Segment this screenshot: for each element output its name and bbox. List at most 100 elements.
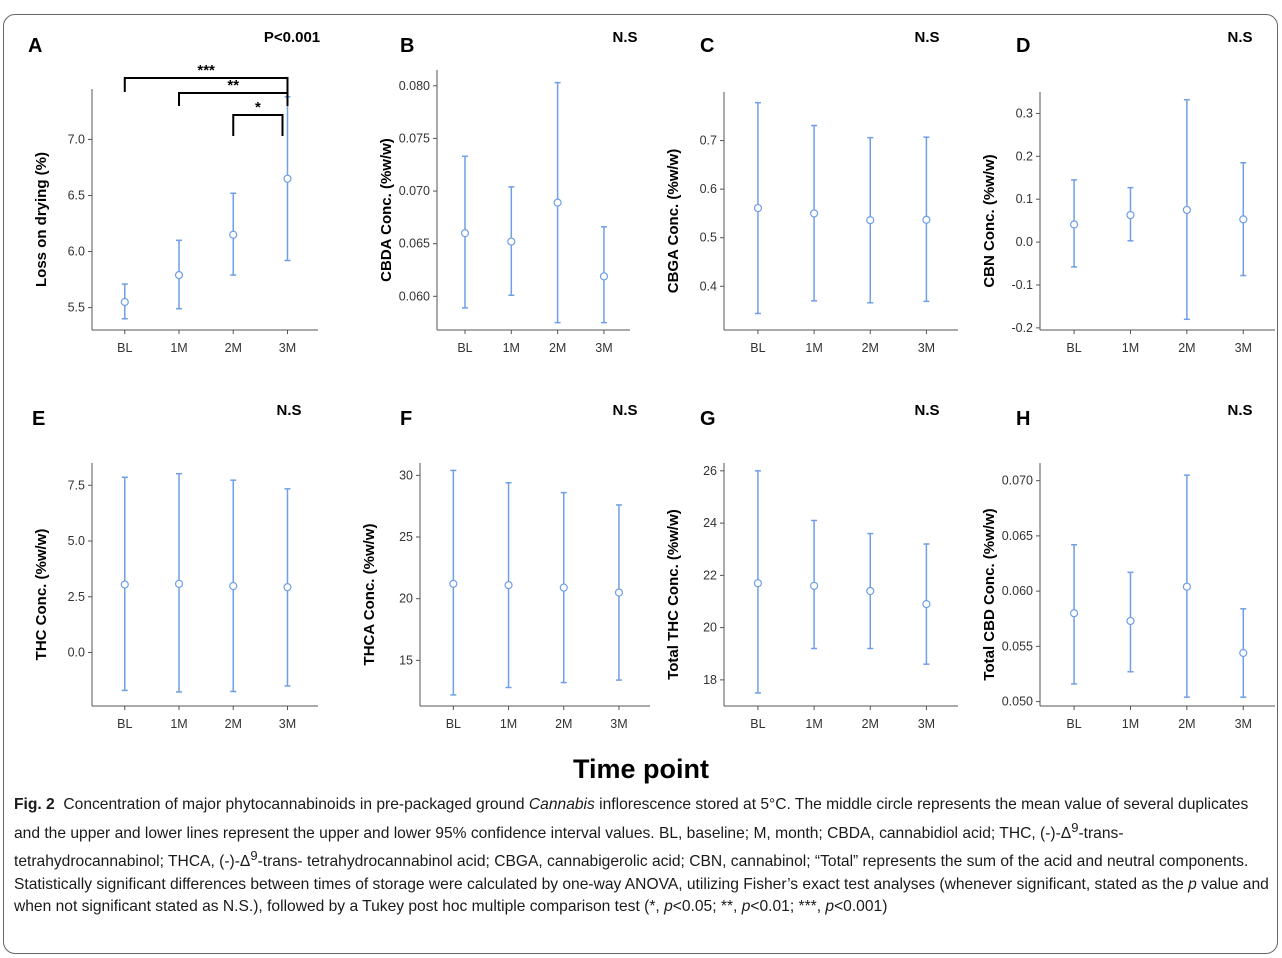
mean-point bbox=[504, 581, 513, 590]
x-tick-label: 1M bbox=[805, 717, 822, 731]
x-tick-label: BL bbox=[750, 341, 765, 355]
y-tick-label: 18 bbox=[703, 673, 717, 687]
y-tick-label: 25 bbox=[399, 530, 413, 544]
mean-point bbox=[283, 583, 292, 592]
y-tick-label: 0.050 bbox=[1002, 695, 1033, 709]
y-tick-label: 0.055 bbox=[1002, 639, 1033, 653]
y-tick-label: 2.5 bbox=[68, 590, 85, 604]
mean-point bbox=[599, 272, 609, 281]
y-tick-label: 0.060 bbox=[1002, 584, 1033, 598]
y-tick-label: 26 bbox=[703, 464, 717, 478]
y-tick-label: 20 bbox=[703, 621, 717, 635]
y-axis-label: Loss on drying (%) bbox=[33, 152, 50, 287]
y-tick-label: 6.0 bbox=[68, 245, 85, 259]
x-tick-label: BL bbox=[446, 717, 461, 731]
x-tick-label: BL bbox=[1066, 341, 1081, 355]
panel-letter: H bbox=[1016, 408, 1030, 430]
mean-point bbox=[1069, 220, 1079, 229]
y-axis-label: CBDA Conc. (%w/w) bbox=[378, 138, 395, 282]
x-tick-label: 2M bbox=[225, 341, 242, 355]
figure-panels: 5.5 6.0 6.5 7.0 BL 1M 2M 3M Loss on drying (%) A P… bbox=[28, 29, 1275, 731]
significance-label: N.S bbox=[276, 402, 301, 419]
y-tick-label: 24 bbox=[703, 516, 717, 530]
mean-point bbox=[922, 599, 931, 609]
mean-point bbox=[507, 237, 516, 246]
x-tick-label: 2M bbox=[862, 341, 879, 355]
bracket-label: ** bbox=[227, 77, 239, 94]
bracket-label: *** bbox=[197, 62, 215, 79]
mean-point bbox=[283, 174, 292, 183]
panel-letter: D bbox=[1016, 35, 1030, 57]
significance-label: N.S bbox=[914, 29, 939, 46]
mean-point bbox=[229, 230, 238, 239]
mean-point bbox=[1239, 648, 1248, 658]
mean-point bbox=[229, 581, 238, 591]
mean-point bbox=[1182, 205, 1191, 215]
significance-label: N.S bbox=[1227, 402, 1252, 419]
mean-point bbox=[120, 297, 129, 307]
panel-c: 0.4 0.5 0.6 0.7 BL 1M 2M 3M CBGA Conc. (%w/w) C N.… bbox=[665, 29, 958, 355]
y-tick-label: 0.2 bbox=[1016, 149, 1033, 163]
y-tick-label: 22 bbox=[703, 568, 717, 582]
mean-point bbox=[809, 209, 819, 218]
significance-label: N.S bbox=[914, 402, 939, 419]
y-tick-label: 30 bbox=[399, 468, 413, 482]
x-tick-label: 1M bbox=[170, 341, 187, 355]
y-tick-label: 0.3 bbox=[1016, 106, 1033, 120]
y-tick-label: 0.070 bbox=[1002, 474, 1033, 488]
x-tick-label: 3M bbox=[1235, 341, 1252, 355]
panel-letter: G bbox=[700, 408, 716, 430]
mean-point bbox=[1069, 609, 1079, 618]
x-tick-label: BL bbox=[1066, 717, 1081, 731]
y-tick-label: 0.6 bbox=[700, 182, 717, 196]
mean-point bbox=[1239, 215, 1248, 224]
significance-label: N.S bbox=[612, 29, 637, 46]
y-tick-label: 15 bbox=[399, 653, 413, 667]
y-tick-label: 0.065 bbox=[399, 237, 430, 251]
x-tick-label: 3M bbox=[279, 717, 296, 731]
panel-letter: C bbox=[700, 35, 714, 57]
y-tick-label: 5.0 bbox=[68, 534, 85, 548]
significance-bracket bbox=[232, 114, 284, 136]
y-tick-label: 0.065 bbox=[1002, 529, 1033, 543]
mean-point bbox=[1126, 616, 1135, 626]
x-tick-label: 2M bbox=[1178, 717, 1195, 731]
bracket-label: * bbox=[255, 99, 261, 116]
y-tick-label: -0.1 bbox=[1011, 278, 1033, 292]
y-tick-label: 0.075 bbox=[399, 131, 430, 145]
mean-point bbox=[753, 203, 763, 213]
x-tick-label: 3M bbox=[918, 717, 935, 731]
x-tick-label: 1M bbox=[500, 717, 517, 731]
mean-point bbox=[809, 581, 819, 590]
mean-point bbox=[1182, 582, 1191, 591]
x-tick-label: 2M bbox=[549, 341, 566, 355]
x-tick-label: 2M bbox=[225, 717, 242, 731]
y-axis-label: CBGA Conc. (%w/w) bbox=[665, 149, 682, 293]
x-tick-label: 3M bbox=[279, 341, 296, 355]
x-tick-label: 2M bbox=[862, 717, 879, 731]
significance-label: N.S bbox=[1227, 29, 1252, 46]
mean-point bbox=[559, 583, 568, 592]
mean-point bbox=[449, 579, 458, 588]
panel-letter: A bbox=[28, 35, 42, 57]
x-tick-label: 1M bbox=[1122, 341, 1139, 355]
y-tick-label: 0.0 bbox=[68, 645, 85, 659]
y-tick-label: 6.5 bbox=[68, 188, 85, 202]
panel-f: 15 20 25 30 BL 1M 2M 3M THCA Conc. (%w/w) F N.S bbox=[361, 402, 650, 731]
significance-bracket bbox=[123, 77, 289, 92]
x-tick-label: 1M bbox=[1122, 717, 1139, 731]
panel-g: 18 20 22 24 26 BL 1M 2M 3M Total THC Conc. (%w/w)… bbox=[665, 402, 958, 731]
panel-letter: E bbox=[32, 408, 45, 430]
panel-letter: B bbox=[400, 35, 414, 57]
panel-e: 0.0 2.5 5.0 7.5 BL 1M 2M 3M THC Conc. (%w/w) E N.S bbox=[32, 402, 318, 731]
x-tick-label: 3M bbox=[610, 717, 627, 731]
x-tick-label: 2M bbox=[1178, 341, 1195, 355]
significance-label: N.S bbox=[612, 402, 637, 419]
mean-point bbox=[174, 270, 184, 280]
y-axis-label: Total CBD Conc. (%w/w) bbox=[981, 508, 998, 680]
x-tick-label: BL bbox=[117, 341, 132, 355]
y-tick-label: 0.080 bbox=[399, 79, 430, 93]
panel-d: -0.2 -0.1 0.0 0.1 0.2 0.3 BL 1M 2M 3M CBN Conc. (%… bbox=[981, 29, 1275, 355]
x-tick-label: 1M bbox=[805, 341, 822, 355]
y-tick-label: 20 bbox=[399, 592, 413, 606]
